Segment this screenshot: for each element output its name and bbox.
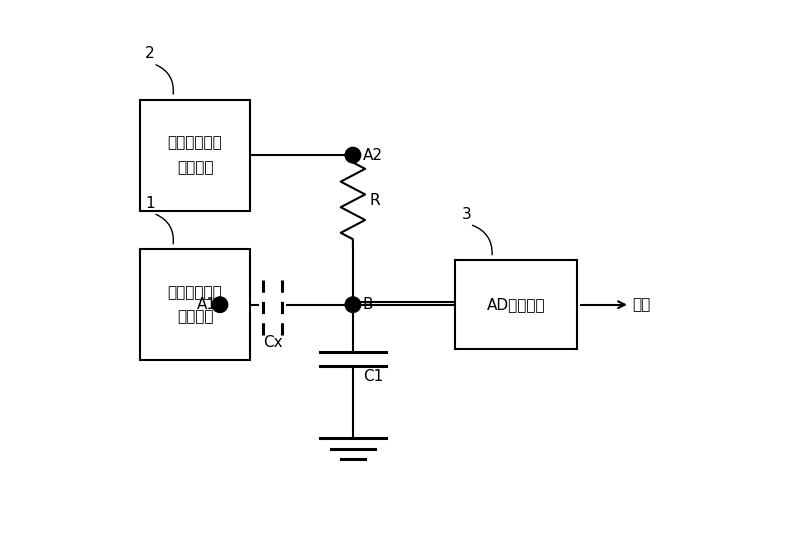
- Bar: [140, 249, 250, 360]
- Text: 2: 2: [145, 46, 154, 61]
- Text: 输出: 输出: [633, 297, 651, 312]
- Circle shape: [212, 297, 228, 312]
- Text: Cx: Cx: [262, 335, 282, 350]
- Circle shape: [345, 297, 361, 312]
- Text: AD检测通道: AD检测通道: [487, 297, 546, 312]
- Text: A1: A1: [197, 297, 217, 312]
- Text: A2: A2: [363, 147, 383, 163]
- Circle shape: [345, 147, 361, 163]
- Text: 1: 1: [145, 196, 154, 211]
- Text: B: B: [363, 297, 374, 312]
- Bar: [455, 260, 578, 349]
- Text: R: R: [370, 193, 380, 208]
- Text: 第一驱动信号
发生单元: 第一驱动信号 发生单元: [168, 285, 222, 325]
- Text: 第二驱动信号
发生单元: 第二驱动信号 发生单元: [168, 135, 222, 175]
- Text: C1: C1: [363, 369, 383, 384]
- Text: 3: 3: [462, 207, 471, 222]
- Bar: [140, 100, 250, 211]
